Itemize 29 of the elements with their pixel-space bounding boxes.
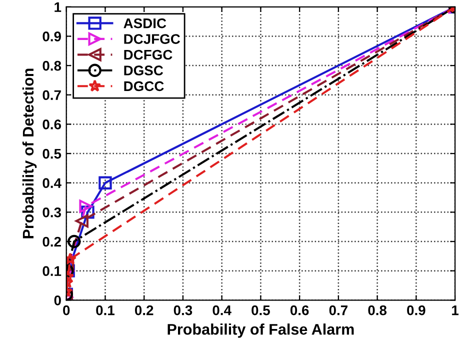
legend-label: DCFGC [124,50,172,60]
x-tick-label: 0.1 [96,305,114,316]
y-tick-label: 0.5 [42,148,62,159]
y-tick-label: 0.9 [42,32,61,42]
y-tick-label: 0.1 [42,266,62,276]
x-tick-label: 0 [63,305,70,316]
y-tick-label: 0.7 [42,90,61,100]
y-axis-title: Probability of Detection [22,68,37,238]
legend-label: DGCC [124,81,164,92]
x-tick-label: 0.9 [407,305,426,316]
y-tick-label: 0.6 [42,120,61,130]
legend-label: DGSC [124,66,164,76]
y-tick-label: 0.8 [42,60,62,71]
legend-label: ASDIC [124,18,166,28]
x-tick-label: 0.7 [329,305,348,316]
y-tick-label: 0.3 [42,208,61,218]
y-tick-label: 0.2 [42,236,61,247]
legend-label: DCJFGC [124,34,180,44]
y-tick-label: 0 [54,295,61,306]
x-tick-label: 1 [452,306,459,316]
y-tick-label: 1 [54,2,62,12]
x-tick-label: 0.4 [212,305,232,316]
x-tick-label: 0.5 [252,305,270,316]
x-tick-label: 0.6 [290,305,309,316]
x-tick-label: 0.2 [134,305,154,316]
y-tick-label: 0.4 [42,178,62,188]
x-axis-title: Probability of False Alarm [168,324,354,338]
x-tick-label: 0.8 [368,305,387,316]
x-tick-label: 0.3 [174,305,192,316]
